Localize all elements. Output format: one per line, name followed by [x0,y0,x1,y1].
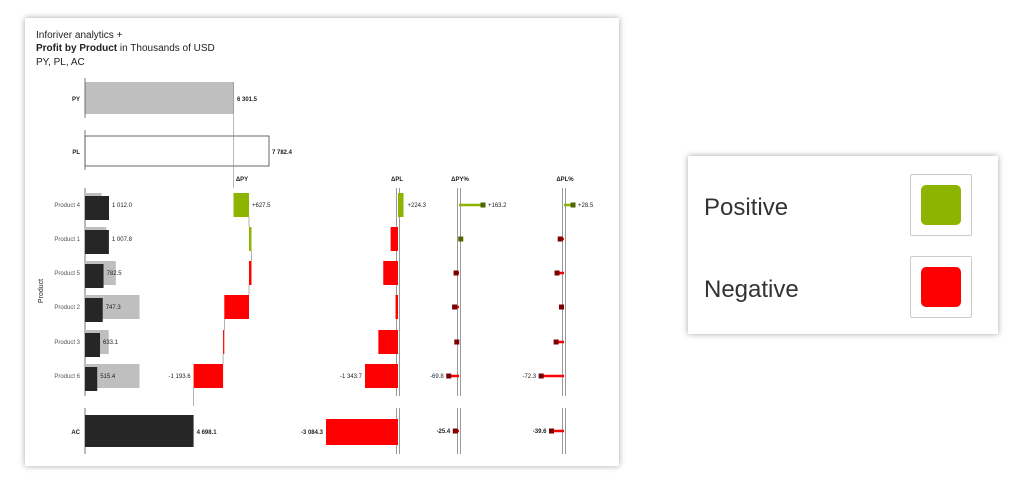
delta-pl-pct-pin-head [554,270,560,276]
category-label: Product 2 [54,305,80,311]
delta-pl-pct-value: +28.5 [578,203,594,209]
delta-pl-bar [395,295,398,319]
delta-py-pct-pin-head [454,339,460,345]
category-label: Product 4 [54,203,80,209]
column-header: ΔPL% [556,177,574,183]
delta-pl-pct-pin-head [558,304,564,310]
delta-pl-pct-value: -72.3 [522,374,536,380]
product-ac-bar [85,196,109,220]
delta-pl-value: -1 343.7 [340,374,363,380]
delta-pl-total-value: -3 084.3 [301,430,324,436]
delta-pl-pct-pin-head [570,202,576,208]
py-total-value: 6 301.5 [237,97,258,103]
delta-py-pct-value: +163.2 [488,203,507,209]
delta-pl-pct-pin-head [538,373,544,379]
delta-pl-pct-total-value: -39.6 [533,429,547,435]
delta-pl-pct-pin-head [557,236,563,242]
delta-pl-pct-total-pin-head [548,428,554,434]
legend-negative-label: Negative [704,276,799,303]
delta-py-pct-pin-head [480,202,486,208]
delta-pl-pct-pin-head [553,339,559,345]
delta-py-pct-pin-head [452,304,458,310]
product-ac-value: 1 007.8 [112,237,133,243]
report-title: Profit by Product in Thousands of USD [36,43,215,54]
column-header: ΔPL [391,177,403,183]
delta-py-value: -1 193.6 [169,374,192,380]
pl-total-bar [84,135,270,167]
category-label: Product 6 [54,374,80,380]
product-axis-label: Product [38,279,45,303]
delta-py-pct-pin-head [446,373,452,379]
report-subtitle: Inforiver analytics + [36,30,123,41]
report-scenarios: PY, PL, AC [36,57,85,68]
delta-pl-total-bar [326,419,398,445]
legend-positive-label: Positive [704,194,789,221]
legend-panel: Positive Negative [688,156,998,334]
delta-py-pct-pin-head [458,236,464,242]
category-label: Product 1 [54,237,80,243]
category-label: Product 3 [54,340,80,346]
legend-positive-box [910,174,972,236]
delta-pl-bar [383,261,398,285]
delta-pl-bar [398,193,404,217]
report-title-bold: Profit by Product [36,43,118,54]
product-ac-value: 633.1 [103,340,119,346]
product-ac-bar [85,264,104,288]
category-label: Product 5 [54,271,80,277]
ac-total-bar [85,415,194,447]
delta-py-bar [224,295,249,319]
negative-swatch [921,267,961,307]
product-ac-bar [85,298,103,322]
delta-py-value: +627.5 [252,203,271,209]
delta-pl-bar [365,364,398,388]
report-title-rest: in Thousands of USD [117,43,215,54]
delta-pl-bar [390,227,398,251]
product-ac-bar [85,367,98,391]
product-ac-bar [85,333,101,357]
product-ac-value: 747.3 [106,305,122,311]
product-ac-value: 515.4 [100,374,116,380]
delta-py-bar [233,193,249,217]
pl-label: PL [72,150,80,156]
delta-pl-value: +224.3 [408,203,427,209]
variance-chart: PY 6 301.5 PL 7 782.4 ΔPY ΔPL ΔPY% ΔPL% Product P… [38,78,594,454]
delta-py-bar [249,227,252,251]
py-label: PY [72,97,80,103]
positive-swatch [921,185,961,225]
product-ac-bar [85,230,109,254]
column-header: ΔPY% [451,177,469,183]
delta-py-pct-total-value: -25.4 [437,429,451,435]
report-panel: Inforiver analytics + Profit by Product … [25,18,619,466]
legend-negative-box [910,256,972,318]
delta-pl-bar [378,330,398,354]
product-ac-value: 782.5 [107,271,123,277]
column-header: ΔPY [236,177,248,183]
delta-py-pct-pin-head [453,270,459,276]
delta-py-pct-total-pin-head [452,428,458,434]
delta-py-bar [193,364,224,388]
delta-py-pct-value: -69.8 [430,374,444,380]
delta-py-bar [249,261,252,285]
py-total-bar [85,82,234,114]
ac-label: AC [71,430,80,436]
ac-total-value: 4 698.1 [197,430,218,436]
delta-py-bar [223,330,225,354]
pl-total-value: 7 782.4 [272,150,293,156]
product-ac-value: 1 012.0 [112,203,133,209]
